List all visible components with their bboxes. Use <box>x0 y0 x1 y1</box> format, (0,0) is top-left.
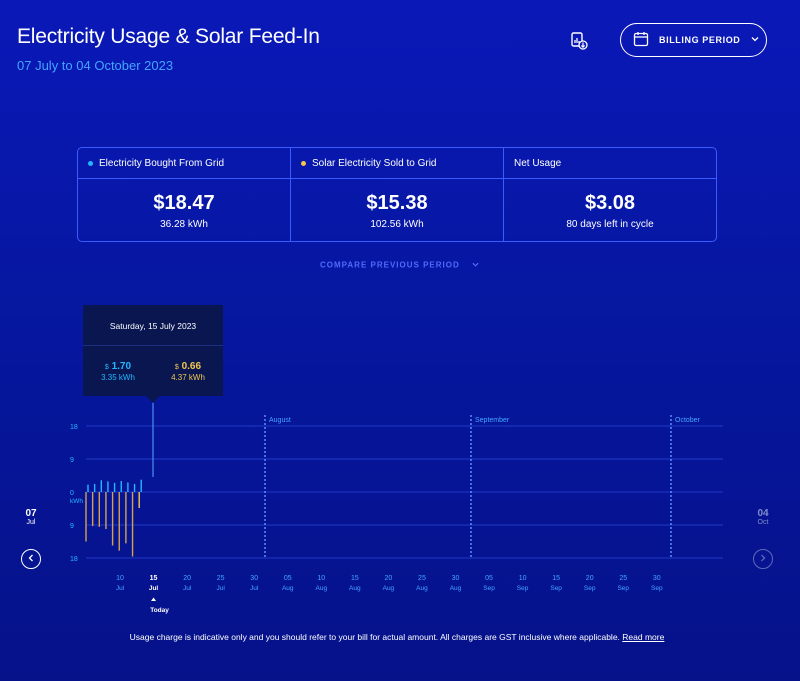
x-tick-day: 05 <box>284 575 292 582</box>
chevron-down-icon <box>471 260 480 271</box>
y-tick-label: 0 <box>70 490 74 497</box>
y-tick-label: 9 <box>70 523 74 530</box>
download-report-icon[interactable] <box>569 31 589 51</box>
net-amount: $3.08 <box>584 192 636 214</box>
x-tick-day: 10 <box>519 575 527 582</box>
tooltip-bought: $ 1.70 3.35 kWh <box>101 361 135 382</box>
today-label: Today <box>150 607 169 614</box>
net-usage-label: Net Usage <box>514 157 562 169</box>
read-more-link[interactable]: Read more <box>622 632 665 642</box>
calendar-icon <box>633 31 649 49</box>
x-tick-day: 30 <box>653 575 661 582</box>
bought-amount: $18.47 <box>153 192 215 214</box>
x-tick-day: 20 <box>385 575 393 582</box>
chevron-down-icon <box>750 34 760 46</box>
x-tick-month: Sep <box>483 585 495 592</box>
page-title: Electricity Usage & Solar Feed-In <box>17 25 320 48</box>
x-tick-day: 25 <box>619 575 627 582</box>
x-tick-month: Sep <box>550 585 562 592</box>
x-tick-day: 05 <box>485 575 493 582</box>
range-end-day: 04 <box>757 508 769 519</box>
tooltip-sold: $ 0.66 4.37 kWh <box>171 361 205 382</box>
bought-legend-dot <box>88 160 93 166</box>
chevron-right-icon <box>758 550 768 568</box>
x-tick-day: 20 <box>183 575 191 582</box>
tooltip-pointer <box>146 396 160 403</box>
x-tick-day: 25 <box>418 575 426 582</box>
x-tick-day: 15 <box>351 575 359 582</box>
day-tooltip: Saturday, 15 July 2023 $ 1.70 3.35 kWh $… <box>83 305 223 396</box>
x-tick-month: Jul <box>216 585 225 592</box>
x-tick-month: Jul <box>250 585 259 592</box>
disclaimer-text: Usage charge is indicative only and you … <box>129 632 620 642</box>
billing-period-label: BILLING PERIOD <box>659 35 741 45</box>
compare-previous-period-button[interactable]: COMPARE PREVIOUS PERIOD <box>0 260 800 271</box>
x-tick-month: Jul <box>116 585 125 592</box>
billing-period-button[interactable]: BILLING PERIOD <box>620 23 767 57</box>
x-tick-day: 30 <box>452 575 460 582</box>
x-tick-day: 15 <box>150 575 158 582</box>
tooltip-bought-currency: $ <box>104 364 109 371</box>
next-period-button[interactable] <box>753 549 773 569</box>
usage-summary-table: Electricity Bought From Grid $18.47 36.2… <box>77 147 717 242</box>
days-left-in-cycle: 80 days left in cycle <box>566 219 654 230</box>
range-end-label: 04 Oct <box>748 508 778 526</box>
tooltip-sold-amount: 0.66 <box>181 361 202 372</box>
tooltip-bought-amount: 1.70 <box>111 361 132 372</box>
x-tick-day: 15 <box>552 575 560 582</box>
range-end-month: Oct <box>757 519 769 526</box>
month-marker-label: August <box>269 417 291 424</box>
x-tick-month: Aug <box>416 585 428 592</box>
range-start-month: Jul <box>26 519 36 526</box>
x-tick-month: Sep <box>584 585 596 592</box>
compare-label: COMPARE PREVIOUS PERIOD <box>320 260 460 270</box>
tooltip-sold-kwh: 4.37 kWh <box>171 373 205 382</box>
sold-to-grid-header: Solar Electricity Sold to Grid <box>291 148 503 179</box>
disclaimer-footnote: Usage charge is indicative only and you … <box>0 632 794 642</box>
x-tick-day: 10 <box>116 575 124 582</box>
x-tick-day: 20 <box>586 575 594 582</box>
sold-legend-dot <box>301 160 306 166</box>
x-tick-day: 10 <box>317 575 325 582</box>
net-usage-header: Net Usage <box>504 148 716 179</box>
y-tick-label: 18 <box>70 556 78 563</box>
x-tick-month: Aug <box>316 585 328 592</box>
x-tick-month: Sep <box>617 585 629 592</box>
date-range-subtitle: 07 July to 04 October 2023 <box>17 58 174 73</box>
sold-to-grid-column: Solar Electricity Sold to Grid $15.38 10… <box>291 148 504 241</box>
bought-from-grid-header: Electricity Bought From Grid <box>78 148 290 179</box>
bought-from-grid-label: Electricity Bought From Grid <box>99 157 225 169</box>
x-tick-month: Jul <box>149 585 159 592</box>
sold-amount: $15.38 <box>366 192 428 214</box>
x-tick-month: Aug <box>450 585 462 592</box>
bought-kwh: 36.28 kWh <box>160 219 208 230</box>
y-tick-label: 9 <box>70 457 74 464</box>
x-tick-month: Jul <box>183 585 192 592</box>
previous-period-button[interactable] <box>21 549 41 569</box>
net-usage-column: Net Usage $3.08 80 days left in cycle <box>504 148 716 241</box>
chevron-left-icon <box>26 550 36 568</box>
x-tick-month: Aug <box>383 585 395 592</box>
month-marker-label: September <box>475 417 510 424</box>
today-caret-icon <box>151 597 157 601</box>
x-tick-month: Aug <box>349 585 361 592</box>
y-tick-label: 18 <box>70 424 78 431</box>
tooltip-date: Saturday, 15 July 2023 <box>83 305 223 346</box>
bought-from-grid-column: Electricity Bought From Grid $18.47 36.2… <box>78 148 291 241</box>
tooltip-bought-kwh: 3.35 kWh <box>101 373 135 382</box>
range-start-day: 07 <box>25 508 37 519</box>
range-start-label: 07 Jul <box>16 508 46 526</box>
x-tick-day: 25 <box>217 575 225 582</box>
x-tick-month: Aug <box>282 585 294 592</box>
x-tick-month: Sep <box>651 585 663 592</box>
month-marker-label: October <box>675 417 701 424</box>
y-unit-label: kWh <box>70 498 83 505</box>
sold-to-grid-label: Solar Electricity Sold to Grid <box>312 157 437 169</box>
tooltip-sold-currency: $ <box>174 364 179 371</box>
x-tick-day: 30 <box>250 575 258 582</box>
sold-kwh: 102.56 kWh <box>370 219 424 230</box>
x-tick-month: Sep <box>517 585 529 592</box>
